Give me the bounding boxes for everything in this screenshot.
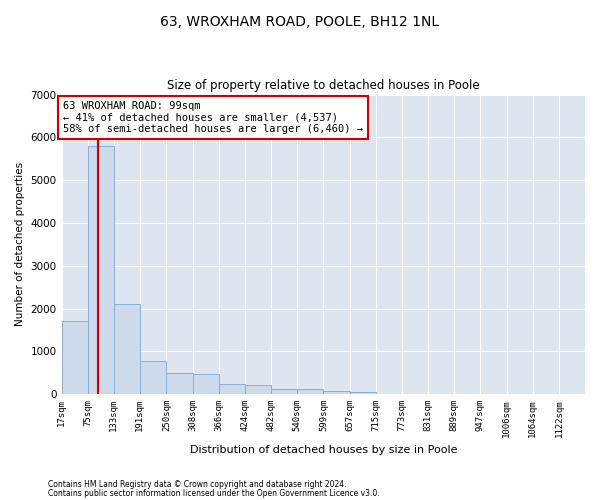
- Text: 63, WROXHAM ROAD, POOLE, BH12 1NL: 63, WROXHAM ROAD, POOLE, BH12 1NL: [160, 15, 440, 29]
- Text: Contains HM Land Registry data © Crown copyright and database right 2024.: Contains HM Land Registry data © Crown c…: [48, 480, 347, 489]
- Bar: [166, 373, 193, 394]
- Bar: [245, 385, 271, 394]
- Bar: [350, 392, 376, 394]
- Bar: [193, 374, 218, 394]
- Bar: [88, 146, 114, 394]
- Bar: [271, 390, 297, 394]
- Bar: [62, 322, 88, 394]
- Bar: [140, 361, 166, 394]
- Bar: [114, 304, 140, 394]
- X-axis label: Distribution of detached houses by size in Poole: Distribution of detached houses by size …: [190, 445, 457, 455]
- Bar: [297, 390, 323, 394]
- Title: Size of property relative to detached houses in Poole: Size of property relative to detached ho…: [167, 79, 479, 92]
- Bar: [323, 391, 350, 394]
- Text: Contains public sector information licensed under the Open Government Licence v3: Contains public sector information licen…: [48, 488, 380, 498]
- Bar: [218, 384, 245, 394]
- Text: 63 WROXHAM ROAD: 99sqm
← 41% of detached houses are smaller (4,537)
58% of semi-: 63 WROXHAM ROAD: 99sqm ← 41% of detached…: [63, 101, 363, 134]
- Y-axis label: Number of detached properties: Number of detached properties: [15, 162, 25, 326]
